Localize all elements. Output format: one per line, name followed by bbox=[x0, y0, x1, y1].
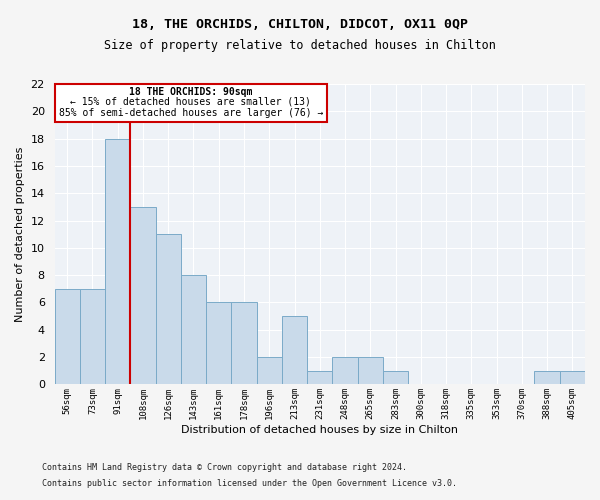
Text: Contains public sector information licensed under the Open Government Licence v3: Contains public sector information licen… bbox=[42, 478, 457, 488]
Text: 85% of semi-detached houses are larger (76) →: 85% of semi-detached houses are larger (… bbox=[59, 108, 323, 118]
Bar bbox=[55, 289, 80, 384]
Text: 18, THE ORCHIDS, CHILTON, DIDCOT, OX11 0QP: 18, THE ORCHIDS, CHILTON, DIDCOT, OX11 0… bbox=[132, 18, 468, 30]
Text: ← 15% of detached houses are smaller (13): ← 15% of detached houses are smaller (13… bbox=[70, 97, 311, 107]
Bar bbox=[307, 371, 332, 384]
Text: 18 THE ORCHIDS: 90sqm: 18 THE ORCHIDS: 90sqm bbox=[129, 86, 253, 97]
Bar bbox=[206, 302, 232, 384]
X-axis label: Distribution of detached houses by size in Chilton: Distribution of detached houses by size … bbox=[181, 425, 458, 435]
Bar bbox=[80, 289, 105, 384]
Bar bbox=[383, 371, 408, 384]
Y-axis label: Number of detached properties: Number of detached properties bbox=[15, 146, 25, 322]
Bar bbox=[130, 207, 155, 384]
Bar bbox=[181, 275, 206, 384]
Bar bbox=[535, 371, 560, 384]
Bar bbox=[105, 138, 130, 384]
Bar bbox=[560, 371, 585, 384]
FancyBboxPatch shape bbox=[55, 84, 328, 122]
Bar bbox=[257, 357, 282, 384]
Bar bbox=[332, 357, 358, 384]
Bar bbox=[232, 302, 257, 384]
Bar bbox=[358, 357, 383, 384]
Text: Contains HM Land Registry data © Crown copyright and database right 2024.: Contains HM Land Registry data © Crown c… bbox=[42, 464, 407, 472]
Bar bbox=[282, 316, 307, 384]
Text: Size of property relative to detached houses in Chilton: Size of property relative to detached ho… bbox=[104, 39, 496, 52]
Bar bbox=[155, 234, 181, 384]
